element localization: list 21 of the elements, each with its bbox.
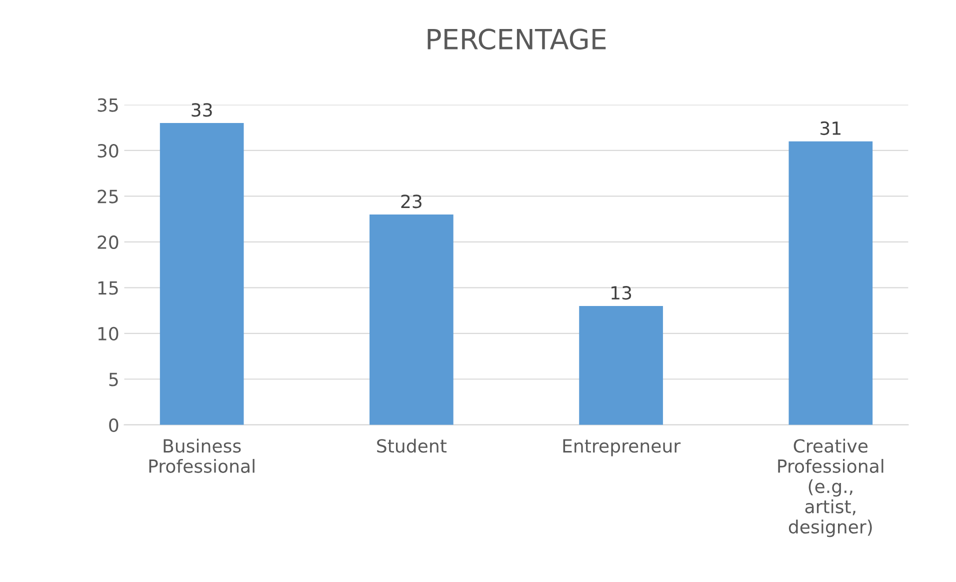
data-label: 33 bbox=[192, 103, 212, 117]
data-label: 31 bbox=[820, 121, 840, 136]
y-tick-label: 25 bbox=[98, 190, 118, 204]
data-label: 13 bbox=[612, 286, 632, 300]
data-label: 23 bbox=[401, 194, 422, 208]
y-tick-label: 15 bbox=[98, 281, 118, 295]
bar bbox=[579, 306, 663, 425]
y-tick-label: 10 bbox=[98, 326, 118, 341]
x-tick-label: Creative Professional (e.g., artist, designer) bbox=[778, 438, 884, 538]
y-tick-label: 0 bbox=[109, 418, 118, 432]
bar bbox=[370, 214, 454, 425]
x-tick-label: Entrepreneur bbox=[563, 439, 681, 456]
y-tick-label: 35 bbox=[98, 98, 118, 112]
y-tick-label: 20 bbox=[98, 235, 118, 250]
x-tick-label: Business Professional bbox=[149, 438, 254, 473]
chart-title: PERCENTAGE bbox=[428, 28, 606, 50]
y-tick-label: 5 bbox=[109, 372, 118, 386]
y-tick-label: 30 bbox=[98, 144, 118, 158]
bar bbox=[160, 123, 244, 425]
bar bbox=[788, 141, 873, 425]
x-tick-label: Student bbox=[377, 438, 447, 453]
